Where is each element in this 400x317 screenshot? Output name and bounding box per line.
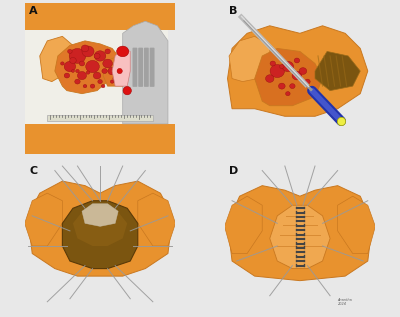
Ellipse shape bbox=[93, 72, 101, 79]
Ellipse shape bbox=[292, 71, 302, 80]
Polygon shape bbox=[25, 3, 176, 30]
Ellipse shape bbox=[83, 85, 87, 88]
Text: C: C bbox=[29, 166, 37, 176]
Ellipse shape bbox=[113, 76, 118, 81]
Ellipse shape bbox=[78, 72, 86, 80]
Ellipse shape bbox=[108, 67, 116, 75]
Ellipse shape bbox=[110, 80, 114, 83]
Ellipse shape bbox=[116, 64, 120, 68]
Ellipse shape bbox=[290, 84, 295, 88]
Ellipse shape bbox=[294, 58, 300, 63]
Polygon shape bbox=[28, 181, 172, 276]
Polygon shape bbox=[228, 186, 372, 281]
Ellipse shape bbox=[305, 79, 310, 84]
Ellipse shape bbox=[102, 68, 107, 74]
Polygon shape bbox=[224, 196, 262, 254]
Ellipse shape bbox=[123, 87, 131, 95]
Ellipse shape bbox=[68, 49, 72, 54]
Ellipse shape bbox=[69, 49, 86, 63]
Ellipse shape bbox=[119, 59, 123, 62]
Ellipse shape bbox=[266, 75, 274, 82]
Text: D: D bbox=[229, 166, 238, 176]
Ellipse shape bbox=[286, 92, 290, 96]
Text: A: A bbox=[29, 6, 38, 16]
Ellipse shape bbox=[81, 45, 89, 52]
Ellipse shape bbox=[79, 61, 85, 66]
Ellipse shape bbox=[117, 46, 129, 57]
Polygon shape bbox=[55, 41, 118, 94]
Polygon shape bbox=[40, 36, 73, 81]
Polygon shape bbox=[103, 56, 127, 86]
Polygon shape bbox=[82, 204, 118, 226]
Polygon shape bbox=[25, 193, 62, 246]
Ellipse shape bbox=[270, 61, 276, 66]
Polygon shape bbox=[315, 51, 360, 91]
Ellipse shape bbox=[94, 53, 100, 59]
FancyBboxPatch shape bbox=[150, 48, 154, 87]
Polygon shape bbox=[338, 196, 375, 254]
Ellipse shape bbox=[101, 85, 105, 88]
Ellipse shape bbox=[98, 80, 102, 84]
Polygon shape bbox=[25, 124, 176, 154]
Ellipse shape bbox=[64, 61, 76, 72]
FancyBboxPatch shape bbox=[132, 48, 137, 87]
Ellipse shape bbox=[76, 69, 79, 73]
Ellipse shape bbox=[105, 49, 110, 54]
Ellipse shape bbox=[270, 65, 284, 78]
FancyBboxPatch shape bbox=[138, 48, 143, 87]
Polygon shape bbox=[47, 115, 153, 121]
Ellipse shape bbox=[94, 51, 106, 61]
Ellipse shape bbox=[280, 64, 284, 68]
Polygon shape bbox=[123, 21, 168, 124]
Polygon shape bbox=[112, 49, 130, 86]
Polygon shape bbox=[229, 36, 270, 81]
Polygon shape bbox=[255, 49, 322, 106]
Ellipse shape bbox=[103, 59, 112, 68]
Ellipse shape bbox=[72, 70, 74, 72]
Polygon shape bbox=[25, 30, 168, 124]
Ellipse shape bbox=[64, 73, 70, 78]
Polygon shape bbox=[62, 201, 138, 268]
Ellipse shape bbox=[90, 84, 95, 88]
Ellipse shape bbox=[60, 62, 64, 65]
Polygon shape bbox=[270, 205, 330, 268]
Ellipse shape bbox=[278, 83, 285, 89]
Ellipse shape bbox=[70, 57, 76, 63]
Ellipse shape bbox=[86, 71, 90, 74]
Polygon shape bbox=[25, 30, 62, 124]
Ellipse shape bbox=[282, 61, 294, 72]
Polygon shape bbox=[228, 26, 368, 116]
Text: Anantha
2024: Anantha 2024 bbox=[338, 298, 352, 306]
Ellipse shape bbox=[75, 79, 80, 84]
Polygon shape bbox=[138, 193, 176, 246]
Ellipse shape bbox=[86, 61, 99, 73]
Ellipse shape bbox=[299, 68, 307, 74]
FancyBboxPatch shape bbox=[144, 48, 149, 87]
Ellipse shape bbox=[82, 46, 94, 57]
Ellipse shape bbox=[117, 68, 122, 74]
Polygon shape bbox=[73, 205, 127, 246]
Text: B: B bbox=[229, 6, 238, 16]
